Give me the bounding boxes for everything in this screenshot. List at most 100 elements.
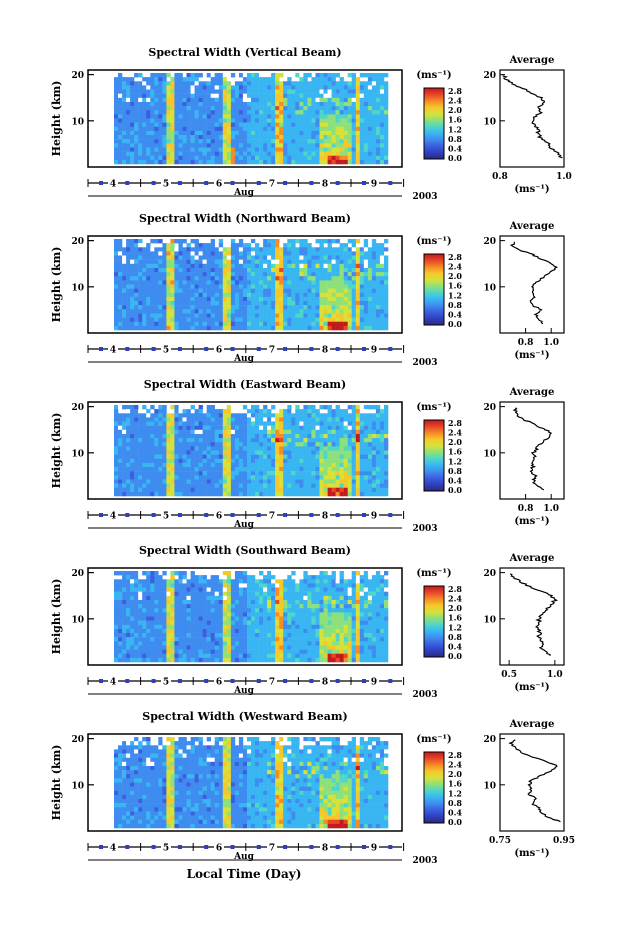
day-tick-label: 6 bbox=[216, 678, 222, 688]
y-tick-label: 10 bbox=[71, 781, 84, 791]
day-tick-label: 6 bbox=[216, 180, 222, 190]
y-tick-label: 20 bbox=[71, 735, 84, 745]
panel-title: Spectral Width (Northward Beam) bbox=[139, 212, 351, 225]
average-axes-frame bbox=[499, 69, 565, 168]
day-label-bg bbox=[161, 343, 171, 354]
panel-title: Spectral Width (Eastward Beam) bbox=[144, 378, 346, 391]
colorbar-tick-label: 1.2 bbox=[448, 290, 462, 300]
year-label: 2003 bbox=[412, 192, 437, 202]
day-tick-label: 7 bbox=[269, 512, 275, 522]
main-axes-frame bbox=[87, 733, 403, 832]
day-label-bg bbox=[108, 177, 118, 188]
avg-x-tick-label: 0.95 bbox=[553, 836, 575, 846]
time-marker bbox=[388, 347, 393, 351]
day-tick-label: 8 bbox=[322, 844, 328, 854]
day-tick-label: 7 bbox=[269, 346, 275, 356]
day-tick-label: 8 bbox=[322, 346, 328, 356]
average-axes-frame bbox=[499, 235, 565, 334]
day-label-bg bbox=[267, 509, 277, 520]
colorbar-tick-label: 0.4 bbox=[448, 641, 462, 651]
avg-y-tick-label: 20 bbox=[483, 71, 496, 81]
time-marker bbox=[230, 845, 235, 849]
day-label-bg bbox=[214, 509, 224, 520]
colorbar-tick-label: 0.8 bbox=[448, 134, 462, 144]
colorbar-tick-label: 2.8 bbox=[448, 750, 462, 760]
time-marker bbox=[388, 181, 393, 185]
time-marker bbox=[230, 513, 235, 517]
avg-x-tick-label: 1.0 bbox=[556, 172, 572, 182]
time-marker bbox=[283, 181, 288, 185]
day-tick-label: 7 bbox=[269, 844, 275, 854]
day-tick-label: 5 bbox=[163, 180, 169, 190]
day-label-bg bbox=[267, 841, 277, 852]
colorbar-tick-label: 2.0 bbox=[448, 105, 462, 115]
month-label: Aug bbox=[233, 188, 255, 198]
colorbar-tick-label: 2.8 bbox=[448, 418, 462, 428]
time-marker bbox=[99, 679, 103, 683]
y-tick-label: 10 bbox=[71, 117, 84, 127]
day-label-bg bbox=[369, 177, 379, 188]
time-marker bbox=[204, 679, 209, 683]
colorbar-tick-label: 0.0 bbox=[448, 485, 462, 495]
colorbar-tick-label: 1.2 bbox=[448, 456, 462, 466]
day-label-bg bbox=[369, 675, 379, 686]
day-tick-label: 5 bbox=[163, 678, 169, 688]
colorbar-tick-label: 0.8 bbox=[448, 798, 462, 808]
day-tick-label: 9 bbox=[371, 180, 377, 190]
day-label-bg bbox=[267, 675, 277, 686]
day-label-bg bbox=[320, 509, 330, 520]
time-marker bbox=[230, 181, 235, 185]
time-marker bbox=[362, 181, 366, 185]
month-label: Aug bbox=[233, 520, 255, 530]
colorbar-tick-label: 2.4 bbox=[448, 428, 462, 438]
time-marker bbox=[309, 845, 314, 849]
time-marker bbox=[256, 513, 261, 517]
colorbar-tick-label: 2.8 bbox=[448, 86, 462, 96]
colorbar-unit: (ms⁻¹) bbox=[416, 402, 451, 413]
day-tick-label: 6 bbox=[216, 346, 222, 356]
day-label-bg bbox=[108, 675, 118, 686]
time-marker bbox=[204, 513, 209, 517]
average-profile-line bbox=[509, 573, 559, 656]
colorbar-tick-label: 1.6 bbox=[448, 281, 462, 291]
avg-y-tick-label: 10 bbox=[483, 283, 496, 293]
time-marker bbox=[151, 513, 156, 517]
avg-x-axis-label: (ms⁻¹) bbox=[514, 350, 549, 361]
time-marker bbox=[335, 513, 340, 517]
time-marker bbox=[177, 845, 182, 849]
day-label-bg bbox=[267, 343, 277, 354]
average-title: Average bbox=[509, 719, 555, 730]
time-marker bbox=[99, 181, 103, 185]
colorbar-tick-label: 2.4 bbox=[448, 262, 462, 272]
time-marker bbox=[309, 679, 314, 683]
time-marker bbox=[335, 679, 340, 683]
avg-x-tick-label: 0.5 bbox=[501, 670, 517, 680]
colorbar-tick-label: 2.0 bbox=[448, 603, 462, 613]
average-title: Average bbox=[509, 553, 555, 564]
avg-y-tick-label: 20 bbox=[483, 237, 496, 247]
y-axis-label: Height (km) bbox=[50, 413, 63, 489]
time-marker bbox=[204, 181, 209, 185]
day-tick-label: 9 bbox=[371, 678, 377, 688]
average-title: Average bbox=[509, 221, 555, 232]
colorbar-tick-label: 2.4 bbox=[448, 96, 462, 106]
time-marker bbox=[256, 845, 261, 849]
colorbar bbox=[423, 419, 445, 492]
avg-x-tick-label: 1.0 bbox=[543, 338, 559, 348]
y-axis-label: Height (km) bbox=[50, 579, 63, 655]
colorbar bbox=[423, 751, 445, 824]
time-marker bbox=[177, 181, 182, 185]
time-marker bbox=[177, 679, 182, 683]
day-tick-label: 4 bbox=[110, 844, 116, 854]
time-marker bbox=[283, 845, 288, 849]
day-label-bg bbox=[369, 841, 379, 852]
avg-x-axis-label: (ms⁻¹) bbox=[514, 516, 549, 527]
time-marker bbox=[151, 181, 156, 185]
main-axes-frame bbox=[87, 69, 403, 168]
time-marker bbox=[256, 181, 261, 185]
day-tick-label: 5 bbox=[163, 346, 169, 356]
y-tick-label: 10 bbox=[71, 283, 84, 293]
day-tick-label: 4 bbox=[110, 180, 116, 190]
time-marker bbox=[309, 181, 314, 185]
